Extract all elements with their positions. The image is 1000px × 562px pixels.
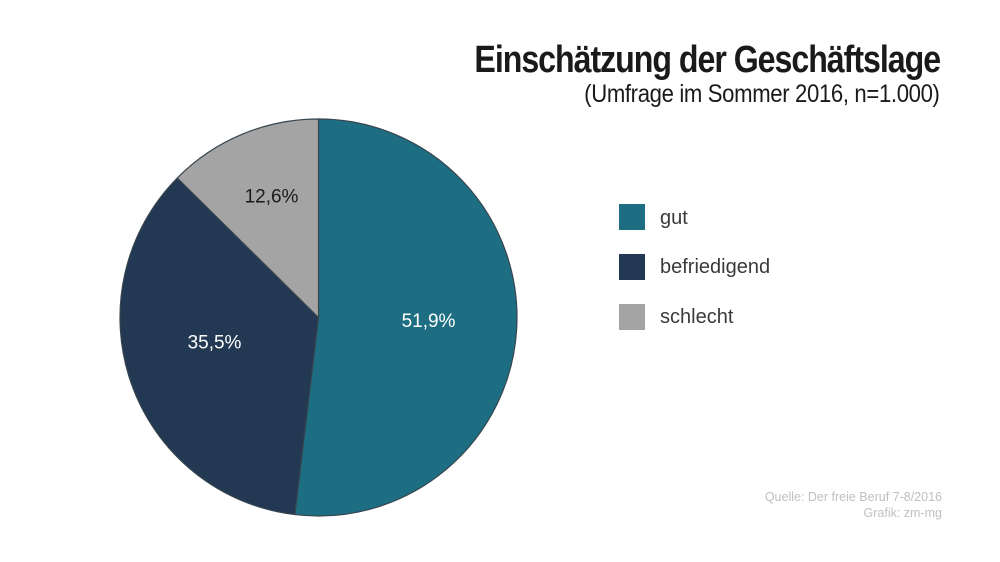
- svg-text:35,5%: 35,5%: [188, 333, 242, 354]
- svg-text:51,9%: 51,9%: [402, 311, 456, 332]
- svg-text:12,6%: 12,6%: [245, 186, 299, 207]
